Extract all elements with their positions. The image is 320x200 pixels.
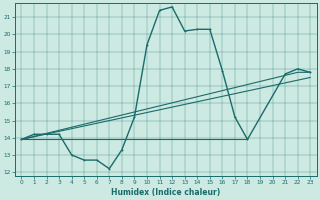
- X-axis label: Humidex (Indice chaleur): Humidex (Indice chaleur): [111, 188, 220, 197]
